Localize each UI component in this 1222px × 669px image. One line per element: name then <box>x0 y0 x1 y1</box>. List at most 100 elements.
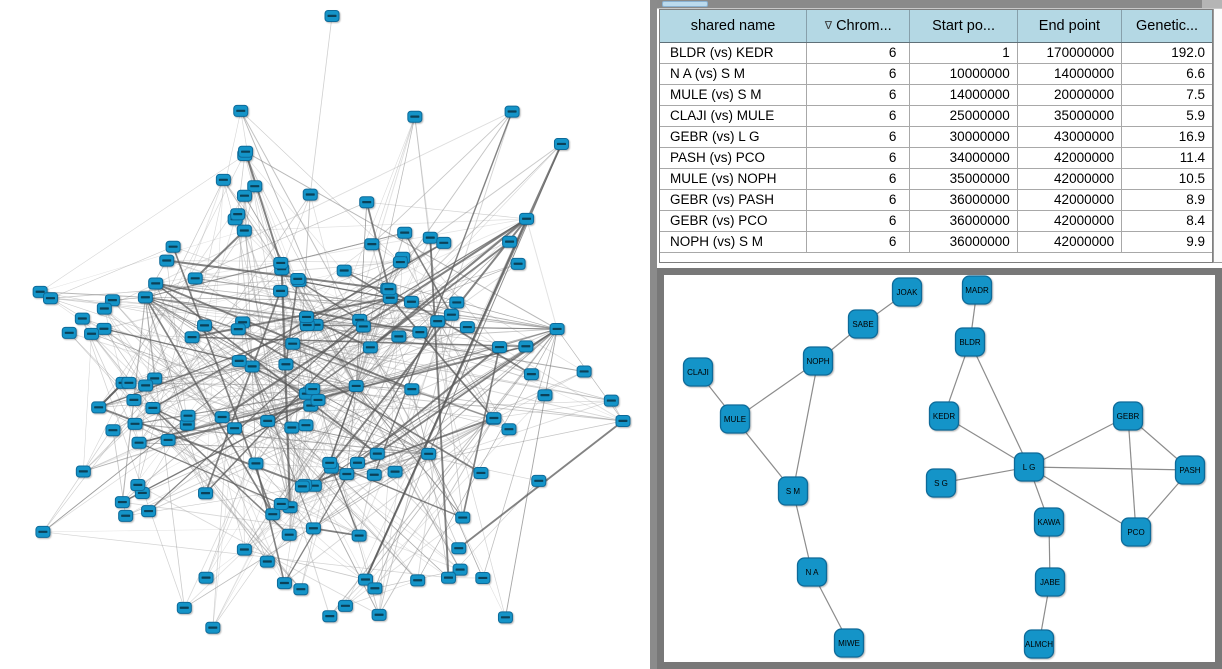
network-node[interactable] <box>359 196 375 209</box>
network-node[interactable] <box>179 418 195 431</box>
network-node[interactable] <box>350 456 366 469</box>
network-node[interactable] <box>492 341 508 354</box>
network-node[interactable] <box>187 272 203 285</box>
network-node[interactable] <box>215 173 231 186</box>
network-node[interactable] <box>299 311 315 324</box>
network-node[interactable] <box>510 257 526 270</box>
network-node[interactable] <box>121 376 137 389</box>
network-node[interactable] <box>412 326 428 339</box>
network-node[interactable] <box>231 354 247 367</box>
large-network-canvas[interactable] <box>0 0 650 669</box>
network-node[interactable] <box>114 496 130 509</box>
network-node[interactable] <box>293 583 309 596</box>
column-header-shared-name[interactable]: shared name <box>660 10 808 43</box>
network-node[interactable] <box>273 257 289 270</box>
network-node[interactable] <box>403 295 419 308</box>
network-node[interactable] <box>141 505 157 518</box>
table-row[interactable]: GEBR (vs) PASH 6 36000000 42000000 8.9 <box>660 189 1212 211</box>
filter-icon[interactable]: ∇ <box>824 19 833 32</box>
network-node[interactable] <box>276 577 292 590</box>
network-node-pco[interactable]: PCO <box>1120 517 1152 547</box>
network-node-n-a[interactable]: N A <box>796 557 828 587</box>
network-node[interactable] <box>531 474 547 487</box>
network-node[interactable] <box>497 611 513 624</box>
network-node[interactable] <box>381 283 397 296</box>
table-row[interactable]: GEBR (vs) L G 6 30000000 43000000 16.9 <box>660 126 1212 148</box>
network-node[interactable] <box>336 264 352 277</box>
network-node[interactable] <box>459 321 475 334</box>
network-node[interactable] <box>298 419 314 432</box>
network-node[interactable] <box>248 457 264 470</box>
network-node[interactable] <box>397 226 413 239</box>
network-node-almch[interactable]: ALMCH <box>1023 629 1055 659</box>
network-node[interactable] <box>290 273 306 286</box>
network-node[interactable] <box>504 105 520 118</box>
network-node[interactable] <box>387 465 403 478</box>
network-node[interactable] <box>537 389 553 402</box>
column-header-end-point[interactable]: End point <box>1017 10 1123 43</box>
network-node[interactable] <box>518 340 534 353</box>
network-node[interactable] <box>302 188 318 201</box>
network-edge[interactable] <box>1028 415 1129 468</box>
network-node[interactable] <box>105 424 121 437</box>
network-node[interactable] <box>407 110 423 123</box>
network-node[interactable] <box>410 574 426 587</box>
network-node[interactable] <box>118 509 134 522</box>
network-node[interactable] <box>184 331 200 344</box>
column-header-start-po[interactable]: Start po... <box>909 10 1018 43</box>
network-node[interactable] <box>391 330 407 343</box>
network-node[interactable] <box>422 231 438 244</box>
network-node[interactable] <box>392 256 408 269</box>
network-node[interactable] <box>501 423 517 436</box>
network-node[interactable] <box>137 291 153 304</box>
network-node[interactable] <box>322 610 338 623</box>
horizontal-scrollbar[interactable] <box>657 0 1222 9</box>
table-row[interactable]: BLDR (vs) KEDR 6 1 170000000 192.0 <box>660 42 1212 64</box>
table-row[interactable]: MULE (vs) S M 6 14000000 20000000 7.5 <box>660 84 1212 106</box>
network-node[interactable] <box>322 456 338 469</box>
network-node[interactable] <box>84 327 100 340</box>
network-node[interactable] <box>404 383 420 396</box>
network-node[interactable] <box>305 383 321 396</box>
network-node[interactable] <box>455 511 471 524</box>
network-node[interactable] <box>259 555 275 568</box>
table-row[interactable]: PASH (vs) PCO 6 34000000 42000000 11.4 <box>660 147 1212 169</box>
network-node[interactable] <box>371 608 387 621</box>
network-node[interactable] <box>180 409 196 422</box>
network-node[interactable] <box>247 180 263 193</box>
table-row[interactable]: GEBR (vs) PCO 6 36000000 42000000 8.4 <box>660 210 1212 232</box>
network-node[interactable] <box>284 421 300 434</box>
network-node[interactable] <box>198 571 214 584</box>
network-node[interactable] <box>260 414 276 427</box>
network-node[interactable] <box>366 468 382 481</box>
network-node[interactable] <box>285 337 301 350</box>
network-node[interactable] <box>294 480 310 493</box>
network-node[interactable] <box>230 323 246 336</box>
network-node-claji[interactable]: CLAJI <box>682 357 714 387</box>
network-node[interactable] <box>236 189 252 202</box>
network-edge[interactable] <box>1127 415 1137 533</box>
network-node[interactable] <box>486 412 502 425</box>
network-node[interactable] <box>138 379 154 392</box>
network-edge[interactable] <box>1028 466 1191 471</box>
network-node-kawa[interactable]: KAWA <box>1033 507 1065 537</box>
network-node-pash[interactable]: PASH <box>1174 455 1206 485</box>
network-node[interactable] <box>357 573 373 586</box>
network-node[interactable] <box>355 320 371 333</box>
network-node[interactable] <box>230 208 246 221</box>
network-node[interactable] <box>273 498 289 511</box>
network-node[interactable] <box>324 10 340 22</box>
scrollbar-thumb[interactable] <box>662 1 708 7</box>
network-node[interactable] <box>449 296 465 309</box>
network-edge[interactable] <box>969 341 1030 468</box>
network-node[interactable] <box>473 467 489 480</box>
network-node[interactable] <box>430 315 446 328</box>
network-node[interactable] <box>176 601 192 614</box>
small-network-canvas[interactable]: JOAK MADR SABE BLDR NOPH CLAJI MULE KEDR GEBR L G… <box>664 275 1215 662</box>
network-node-l-g[interactable]: L G <box>1013 452 1045 482</box>
table-row[interactable]: CLAJI (vs) MULE 6 25000000 35000000 5.9 <box>660 105 1212 127</box>
network-node[interactable] <box>549 323 565 336</box>
network-node-madr[interactable]: MADR <box>961 275 993 305</box>
network-node[interactable] <box>310 394 326 407</box>
network-node[interactable] <box>519 212 535 225</box>
